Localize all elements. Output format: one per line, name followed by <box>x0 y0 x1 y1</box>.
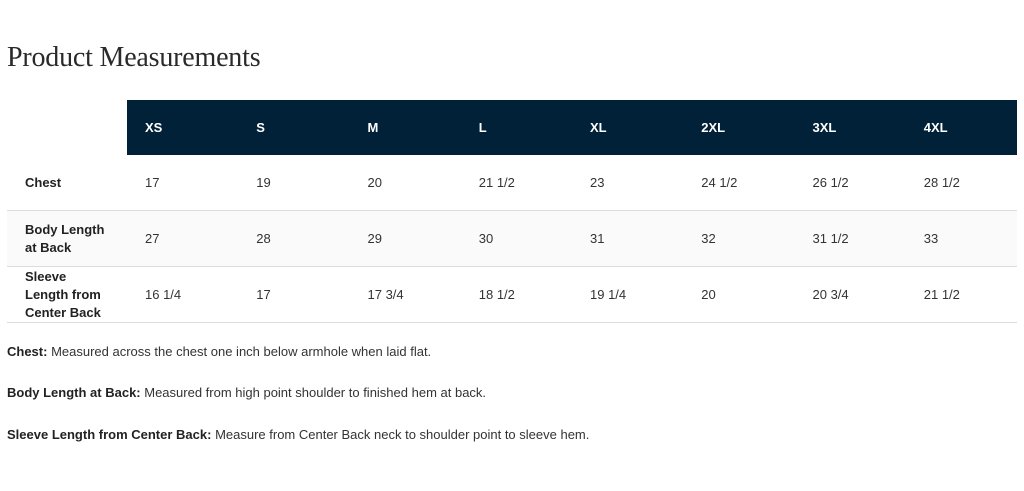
measurement-cell: 31 1/2 <box>794 210 906 267</box>
table-row: Chest 17 19 20 21 1/2 23 24 1/2 26 1/2 28 1/2 <box>7 155 1017 211</box>
measurement-cell: 21 1/2 <box>460 155 572 211</box>
row-label: Body Length at Back <box>7 210 127 267</box>
measurement-cell: 17 <box>127 155 239 211</box>
measurement-cell: 31 <box>572 210 684 267</box>
note-term: Sleeve Length from Center Back: <box>7 427 212 442</box>
measurement-cell: 27 <box>127 210 239 267</box>
measurement-cell: 33 <box>905 210 1017 267</box>
row-label: Chest <box>7 155 127 211</box>
row-label: Sleeve Length from Center Back <box>7 266 127 323</box>
size-header-row: XS S M L XL 2XL 3XL 4XL <box>7 100 1017 155</box>
note-text: Measure from Center Back neck to shoulde… <box>211 427 590 442</box>
size-header: 3XL <box>794 100 906 155</box>
size-header: XL <box>572 100 684 155</box>
note-text: Measured from high point shoulder to fin… <box>140 385 487 400</box>
table-row: Body Length at Back 27 28 29 30 31 32 31 1/2 33 <box>7 210 1017 267</box>
size-header: M <box>349 100 461 155</box>
measurement-cell: 32 <box>683 210 795 267</box>
size-header: L <box>460 100 572 155</box>
measurements-table: XS S M L XL 2XL 3XL 4XL Chest 17 19 20 21 1/… <box>7 100 1017 323</box>
measurement-cell: 18 1/2 <box>460 266 572 323</box>
measurement-cell: 30 <box>460 210 572 267</box>
table-row: Sleeve Length from Center Back 16 1/4 17 17… <box>7 266 1017 323</box>
size-header: 2XL <box>683 100 795 155</box>
measurement-cell: 17 <box>238 266 350 323</box>
measurement-cell: 20 <box>683 266 795 323</box>
note-chest: Chest: Measured across the chest one inc… <box>7 344 431 359</box>
measurement-cell: 19 <box>238 155 350 211</box>
measurement-cell: 29 <box>349 210 461 267</box>
measurement-cell: 19 1/4 <box>572 266 684 323</box>
size-header: XS <box>127 100 239 155</box>
header-blank-cell <box>7 100 127 155</box>
measurement-cell: 26 1/2 <box>794 155 906 211</box>
size-header: 4XL <box>905 100 1017 155</box>
note-term: Chest: <box>7 344 48 359</box>
measurement-cell: 21 1/2 <box>905 266 1017 323</box>
measurement-cell: 20 <box>349 155 461 211</box>
measurement-cell: 17 3/4 <box>349 266 461 323</box>
measurement-cell: 23 <box>572 155 684 211</box>
size-header: S <box>238 100 350 155</box>
note-sleeve-length: Sleeve Length from Center Back: Measure … <box>7 427 589 442</box>
measurement-cell: 20 3/4 <box>794 266 906 323</box>
measurement-cell: 24 1/2 <box>683 155 795 211</box>
page-title: Product Measurements <box>7 42 261 73</box>
note-term: Body Length at Back: <box>7 385 141 400</box>
measurement-cell: 16 1/4 <box>127 266 239 323</box>
note-body-length: Body Length at Back: Measured from high … <box>7 385 486 400</box>
note-text: Measured across the chest one inch below… <box>47 344 432 359</box>
measurement-cell: 28 1/2 <box>905 155 1017 211</box>
measurement-cell: 28 <box>238 210 350 267</box>
